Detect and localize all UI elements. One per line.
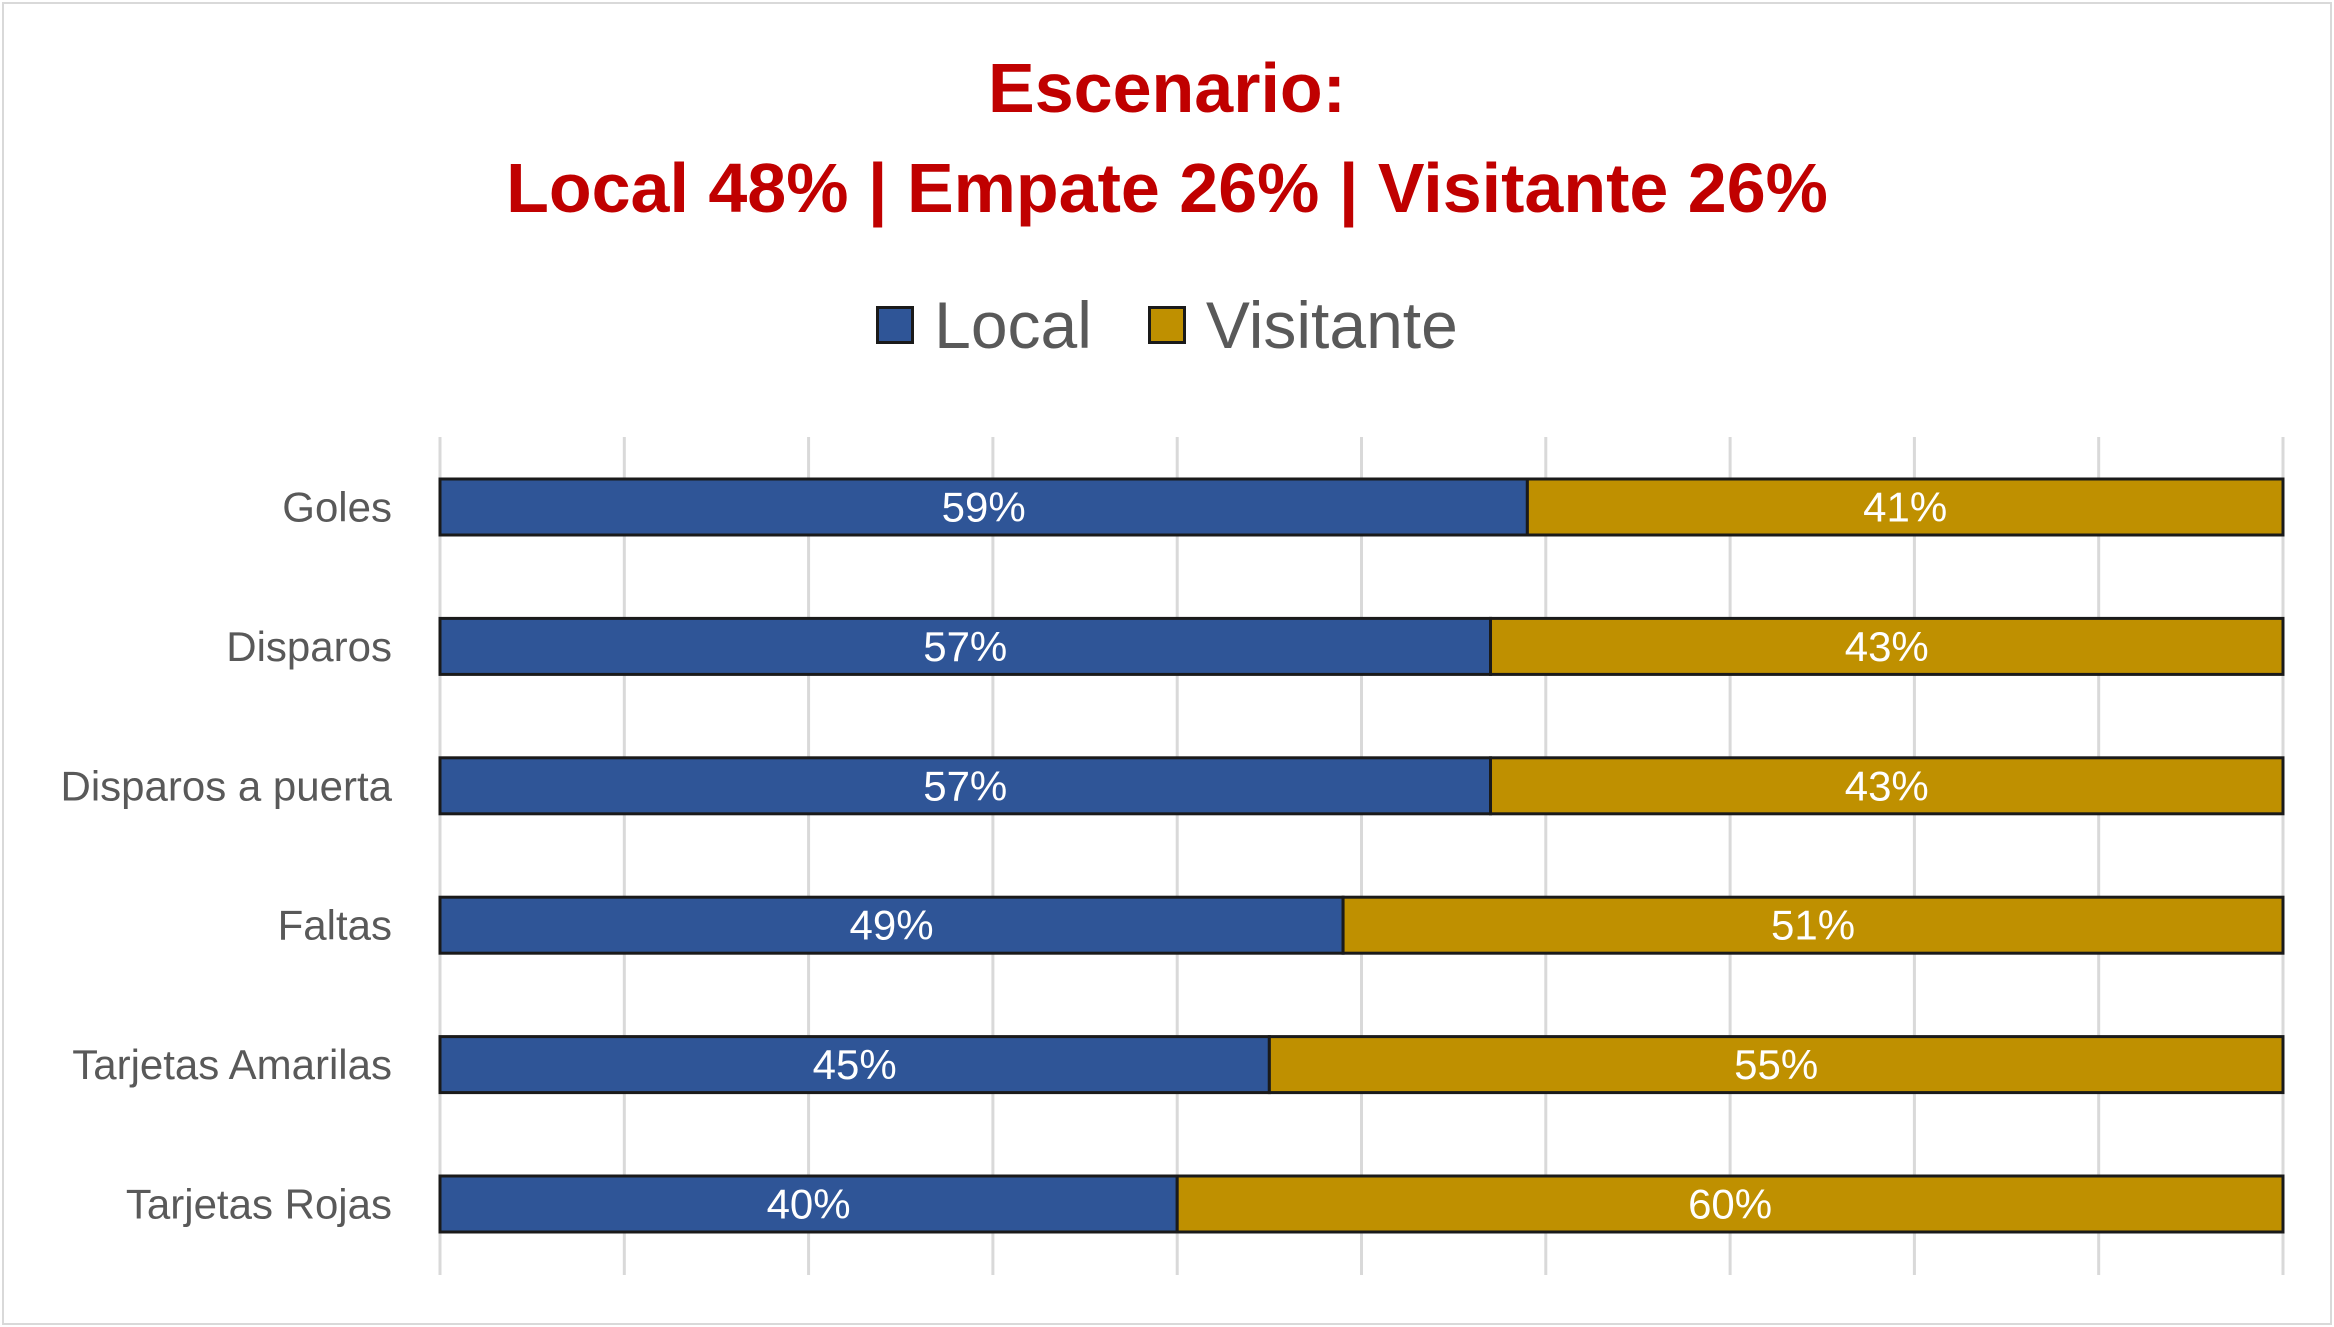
legend-item-local: Local — [876, 287, 1092, 363]
legend-swatch-visitante — [1147, 306, 1186, 344]
data-label: 40% — [767, 1181, 851, 1228]
chart-subtitle: Local 48% | Empate 26% | Visitante 26% — [506, 149, 1828, 227]
data-label: 43% — [1845, 623, 1929, 670]
data-label: 43% — [1845, 762, 1929, 809]
data-label: 59% — [942, 484, 1026, 531]
data-label: 45% — [813, 1041, 897, 1088]
bar-local — [438, 477, 1529, 537]
bar-visitante — [1175, 1174, 2285, 1234]
category-label: Goles — [282, 484, 392, 531]
data-label: 60% — [1688, 1181, 1772, 1228]
legend-label-local: Local — [934, 288, 1092, 362]
legend: Local Visitante — [0, 280, 2334, 370]
bar-local — [438, 616, 1493, 676]
data-label: 57% — [923, 762, 1007, 809]
bar-visitante — [1341, 895, 2285, 955]
data-label: 55% — [1734, 1041, 1818, 1088]
data-label: 51% — [1771, 902, 1855, 949]
data-label: 41% — [1863, 484, 1947, 531]
legend-item-visitante: Visitante — [1147, 287, 1458, 363]
category-label: Tarjetas Amarilas — [72, 1041, 392, 1088]
legend-swatch-local — [876, 306, 915, 344]
bar-visitante — [1525, 477, 2285, 537]
bar-visitante — [1489, 616, 2285, 676]
category-label: Disparos a puerta — [60, 762, 392, 809]
legend-label-visitante: Visitante — [1205, 288, 1458, 362]
category-label: Faltas — [278, 902, 392, 949]
gridlines — [438, 437, 2285, 1275]
bar-visitante — [1267, 1035, 2285, 1095]
bar-local — [438, 1174, 1179, 1234]
bars: 59% 41% 57% 43% 57% 43% 49% 51% 45% 55% 40% 60% — [438, 477, 2285, 1234]
category-labels: Goles Disparos Disparos a puerta Faltas Tarj… — [60, 484, 392, 1228]
chart-title: Escenario: — [988, 49, 1346, 127]
bar-visitante — [1489, 756, 2285, 816]
category-label: Disparos — [226, 623, 392, 670]
data-label: 49% — [850, 902, 934, 949]
category-label: Tarjetas Rojas — [126, 1181, 392, 1228]
data-label: 57% — [923, 623, 1007, 670]
